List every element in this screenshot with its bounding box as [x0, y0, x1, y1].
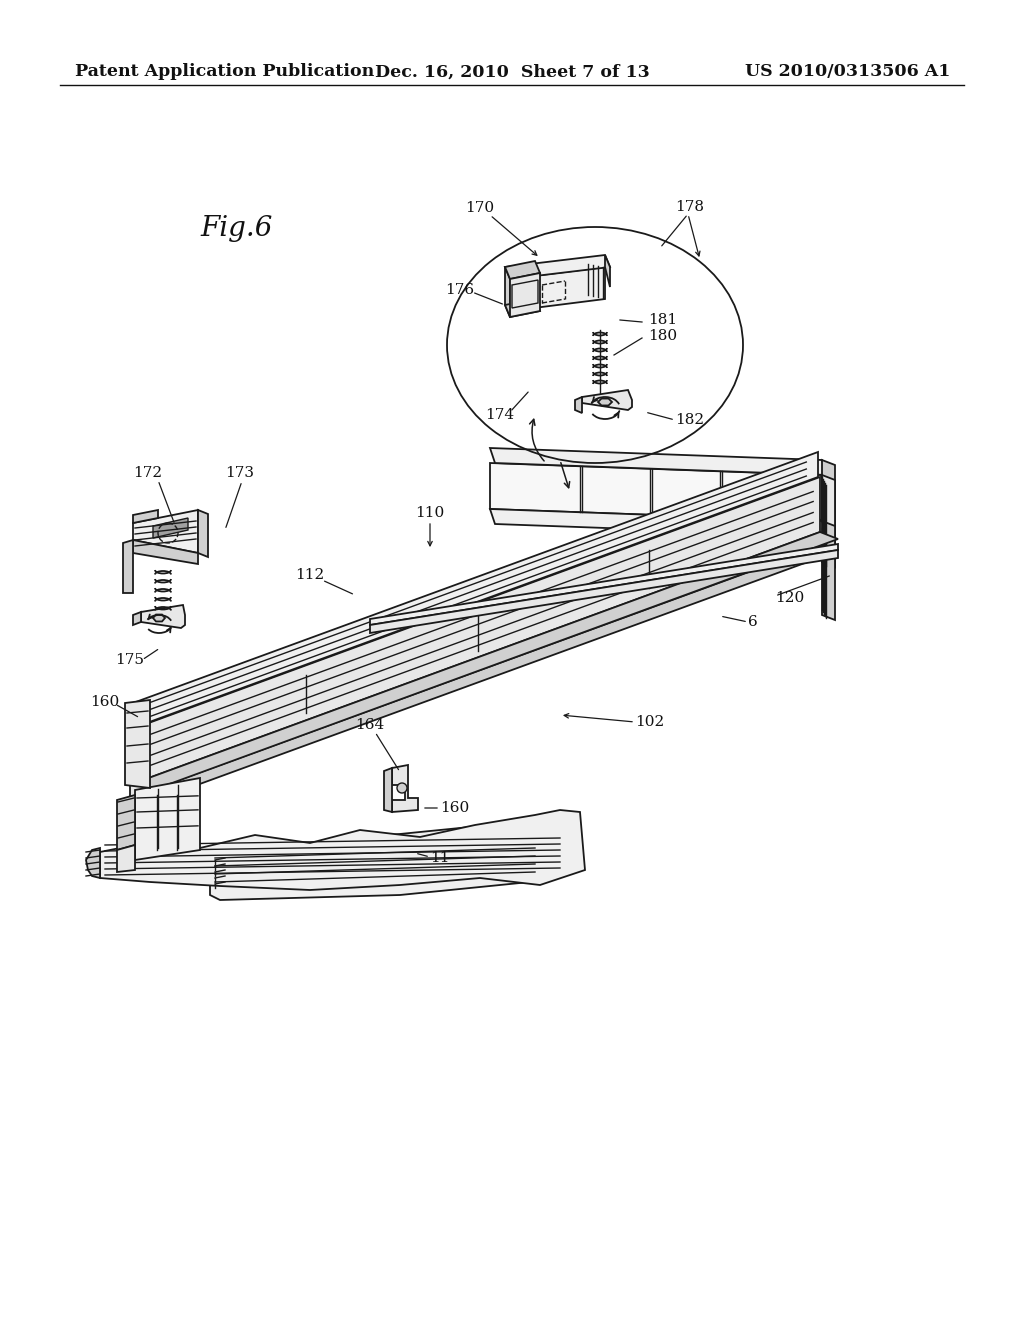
Text: 112: 112	[295, 568, 325, 582]
Text: 173: 173	[225, 466, 255, 480]
Text: 176: 176	[445, 282, 474, 297]
Text: Fig.6: Fig.6	[200, 214, 272, 242]
Polygon shape	[153, 615, 165, 622]
Polygon shape	[130, 520, 820, 780]
Polygon shape	[135, 777, 200, 861]
Polygon shape	[135, 477, 820, 783]
Text: 160: 160	[440, 801, 469, 814]
Text: 181: 181	[648, 313, 677, 327]
Polygon shape	[510, 273, 540, 317]
Text: 182: 182	[675, 413, 705, 426]
Polygon shape	[605, 255, 610, 286]
Polygon shape	[130, 528, 820, 799]
Circle shape	[397, 783, 407, 793]
Polygon shape	[210, 820, 550, 900]
Polygon shape	[510, 267, 605, 312]
Polygon shape	[490, 463, 822, 521]
Text: 174: 174	[485, 408, 515, 422]
Polygon shape	[505, 267, 510, 317]
Text: Patent Application Publication: Patent Application Publication	[75, 63, 374, 81]
Polygon shape	[133, 451, 818, 729]
Polygon shape	[512, 280, 538, 308]
Text: 6: 6	[748, 615, 758, 630]
Text: 172: 172	[133, 466, 163, 480]
Polygon shape	[370, 550, 838, 634]
Text: 102: 102	[635, 715, 665, 729]
Polygon shape	[384, 768, 392, 812]
Text: 120: 120	[775, 591, 804, 605]
Polygon shape	[582, 389, 632, 411]
Polygon shape	[392, 766, 418, 812]
Text: 175: 175	[116, 653, 144, 667]
Polygon shape	[133, 510, 198, 553]
Polygon shape	[505, 261, 540, 279]
Polygon shape	[490, 510, 827, 536]
Polygon shape	[822, 475, 835, 568]
Polygon shape	[575, 397, 582, 413]
Polygon shape	[125, 700, 150, 788]
Text: 110: 110	[416, 506, 444, 520]
Polygon shape	[822, 521, 835, 620]
Polygon shape	[505, 300, 540, 317]
Text: 160: 160	[90, 696, 120, 709]
Polygon shape	[117, 845, 135, 873]
Text: 178: 178	[676, 201, 705, 214]
Polygon shape	[133, 510, 158, 523]
Polygon shape	[130, 546, 835, 804]
Text: 180: 180	[648, 329, 677, 343]
Polygon shape	[153, 517, 188, 539]
Polygon shape	[100, 810, 585, 890]
Text: 170: 170	[466, 201, 495, 215]
Polygon shape	[133, 612, 141, 624]
Text: US 2010/0313506 A1: US 2010/0313506 A1	[744, 63, 950, 81]
Polygon shape	[822, 459, 835, 568]
Polygon shape	[117, 795, 135, 850]
Polygon shape	[490, 447, 827, 475]
Text: Dec. 16, 2010  Sheet 7 of 13: Dec. 16, 2010 Sheet 7 of 13	[375, 63, 649, 81]
Text: 11: 11	[430, 851, 450, 865]
Polygon shape	[133, 540, 198, 564]
Polygon shape	[598, 399, 612, 405]
Polygon shape	[198, 510, 208, 557]
Polygon shape	[141, 605, 185, 628]
Text: 164: 164	[355, 718, 385, 733]
Polygon shape	[370, 544, 838, 624]
Polygon shape	[123, 540, 133, 593]
Polygon shape	[135, 532, 838, 789]
Polygon shape	[505, 255, 610, 279]
Polygon shape	[86, 847, 100, 878]
